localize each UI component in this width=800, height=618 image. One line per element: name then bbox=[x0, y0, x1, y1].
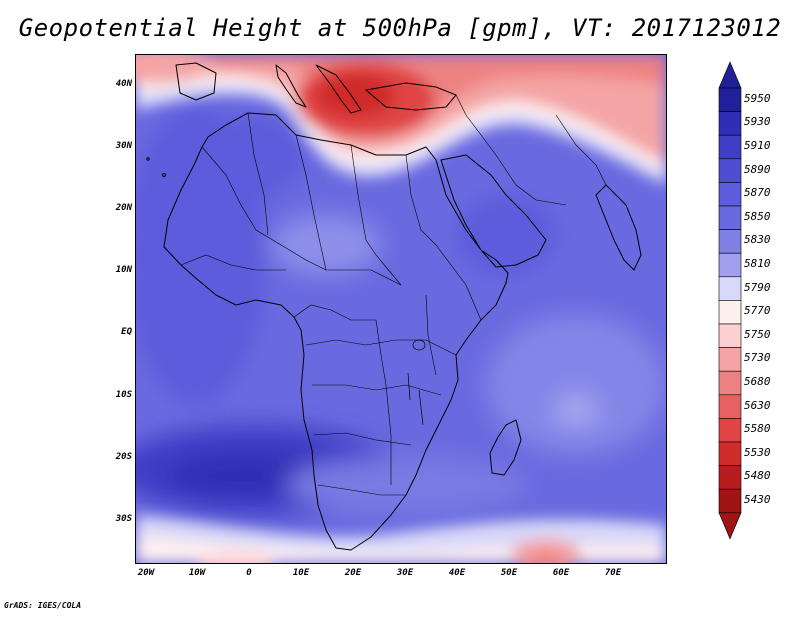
colorbar-swatch-5680 bbox=[718, 370, 742, 396]
lat-label-eq: EQ bbox=[121, 327, 132, 337]
map-plot-area bbox=[135, 54, 667, 564]
geopotential-map bbox=[136, 55, 666, 563]
colorbar-label-5770: 5770 bbox=[744, 304, 771, 318]
lon-label-50e: 50E bbox=[500, 568, 518, 578]
colorbar-swatch-5730 bbox=[718, 347, 742, 372]
colorbar-label-5810: 5810 bbox=[744, 257, 771, 270]
map-title: Geopotential Height at 500hPa [gpm], VT:… bbox=[18, 14, 782, 42]
arabia-coastline bbox=[440, 154, 547, 268]
colorbar-top-arrow bbox=[718, 61, 742, 89]
colorbar-label-5850: 5850 bbox=[744, 209, 771, 223]
lon-label-40e: 40E bbox=[448, 568, 466, 578]
lat-label-30n: 30N bbox=[115, 141, 132, 151]
lon-label-20w: 20W bbox=[137, 568, 155, 578]
colorbar-label-5750: 5750 bbox=[744, 327, 771, 341]
colorbar-swatch-5480 bbox=[718, 465, 742, 490]
colorbar-label-5890: 5890 bbox=[744, 162, 771, 176]
lon-label-60e: 60E bbox=[552, 568, 570, 578]
colorbar bbox=[718, 61, 742, 540]
colorbar-swatch-5530 bbox=[718, 441, 742, 466]
lat-label-20n: 20N bbox=[115, 203, 132, 213]
colorbar-label-5480: 5480 bbox=[744, 469, 771, 483]
colorbar-label-5950: 5950 bbox=[744, 91, 771, 105]
lat-label-40n: 40N bbox=[115, 79, 132, 89]
colorbar-label-5580: 5580 bbox=[744, 422, 771, 436]
colorbar-bottom-arrow bbox=[718, 512, 742, 540]
lakes bbox=[407, 339, 426, 426]
lat-label-10s: 10S bbox=[115, 390, 132, 400]
colorbar-swatch-5810 bbox=[718, 252, 742, 278]
colorbar-swatch-5890 bbox=[718, 158, 742, 183]
lon-label-70e: 70E bbox=[604, 568, 622, 578]
height-field-shading bbox=[136, 105, 666, 515]
southern-shading bbox=[136, 515, 666, 563]
colorbar-swatch-5910 bbox=[718, 134, 742, 160]
lat-label-10n: 10N bbox=[115, 265, 132, 275]
lon-label-0: 0 bbox=[246, 568, 252, 578]
colorbar-label-5680: 5680 bbox=[744, 375, 771, 388]
italy-coastline bbox=[275, 64, 307, 108]
colorbar-swatch-5790 bbox=[718, 276, 742, 301]
colorbar-swatch-5430 bbox=[718, 488, 742, 514]
lon-label-30e: 30E bbox=[396, 568, 414, 578]
colorbar-swatch-5870 bbox=[718, 182, 742, 207]
colorbar-label-5830: 5830 bbox=[744, 233, 771, 247]
coastlines bbox=[146, 62, 642, 551]
colorbar-label-5530: 5530 bbox=[744, 445, 771, 459]
colorbar-swatch-5950 bbox=[718, 87, 742, 112]
colorbar-label-5430: 5430 bbox=[744, 493, 771, 506]
colorbar-label-5930: 5930 bbox=[744, 115, 771, 129]
colorbar-label-5630: 5630 bbox=[744, 398, 771, 412]
lat-label-20s: 20S bbox=[115, 452, 132, 462]
balkans-coastline bbox=[315, 64, 362, 114]
lon-label-10w: 10W bbox=[188, 568, 206, 578]
colorbar-swatch-5830 bbox=[718, 229, 742, 254]
grads-credit: GrADS: IGES/COLA bbox=[4, 601, 82, 610]
colorbar-label-5870: 5870 bbox=[744, 186, 771, 200]
lon-label-10e: 10E bbox=[292, 568, 310, 578]
colorbar-label-5790: 5790 bbox=[744, 280, 771, 294]
lat-label-30s: 30S bbox=[115, 514, 132, 524]
india-coastline bbox=[595, 184, 642, 271]
lon-label-20e: 20E bbox=[344, 568, 362, 578]
colorbar-swatch-5630 bbox=[718, 394, 742, 419]
colorbar-label-5730: 5730 bbox=[744, 351, 771, 365]
colorbar-swatch-5850 bbox=[718, 205, 742, 230]
country-borders bbox=[180, 94, 607, 496]
colorbar-swatch-5770 bbox=[718, 300, 742, 325]
colorbar-swatch-5750 bbox=[718, 323, 742, 348]
africa-coastline bbox=[163, 112, 509, 551]
madagascar-coastline bbox=[489, 419, 522, 476]
colorbar-swatch-5930 bbox=[718, 111, 742, 136]
iberia-coastline bbox=[175, 62, 217, 101]
turkey-coastline bbox=[365, 82, 457, 111]
colorbar-swatch-5580 bbox=[718, 418, 742, 443]
colorbar-label-5910: 5910 bbox=[744, 139, 771, 152]
